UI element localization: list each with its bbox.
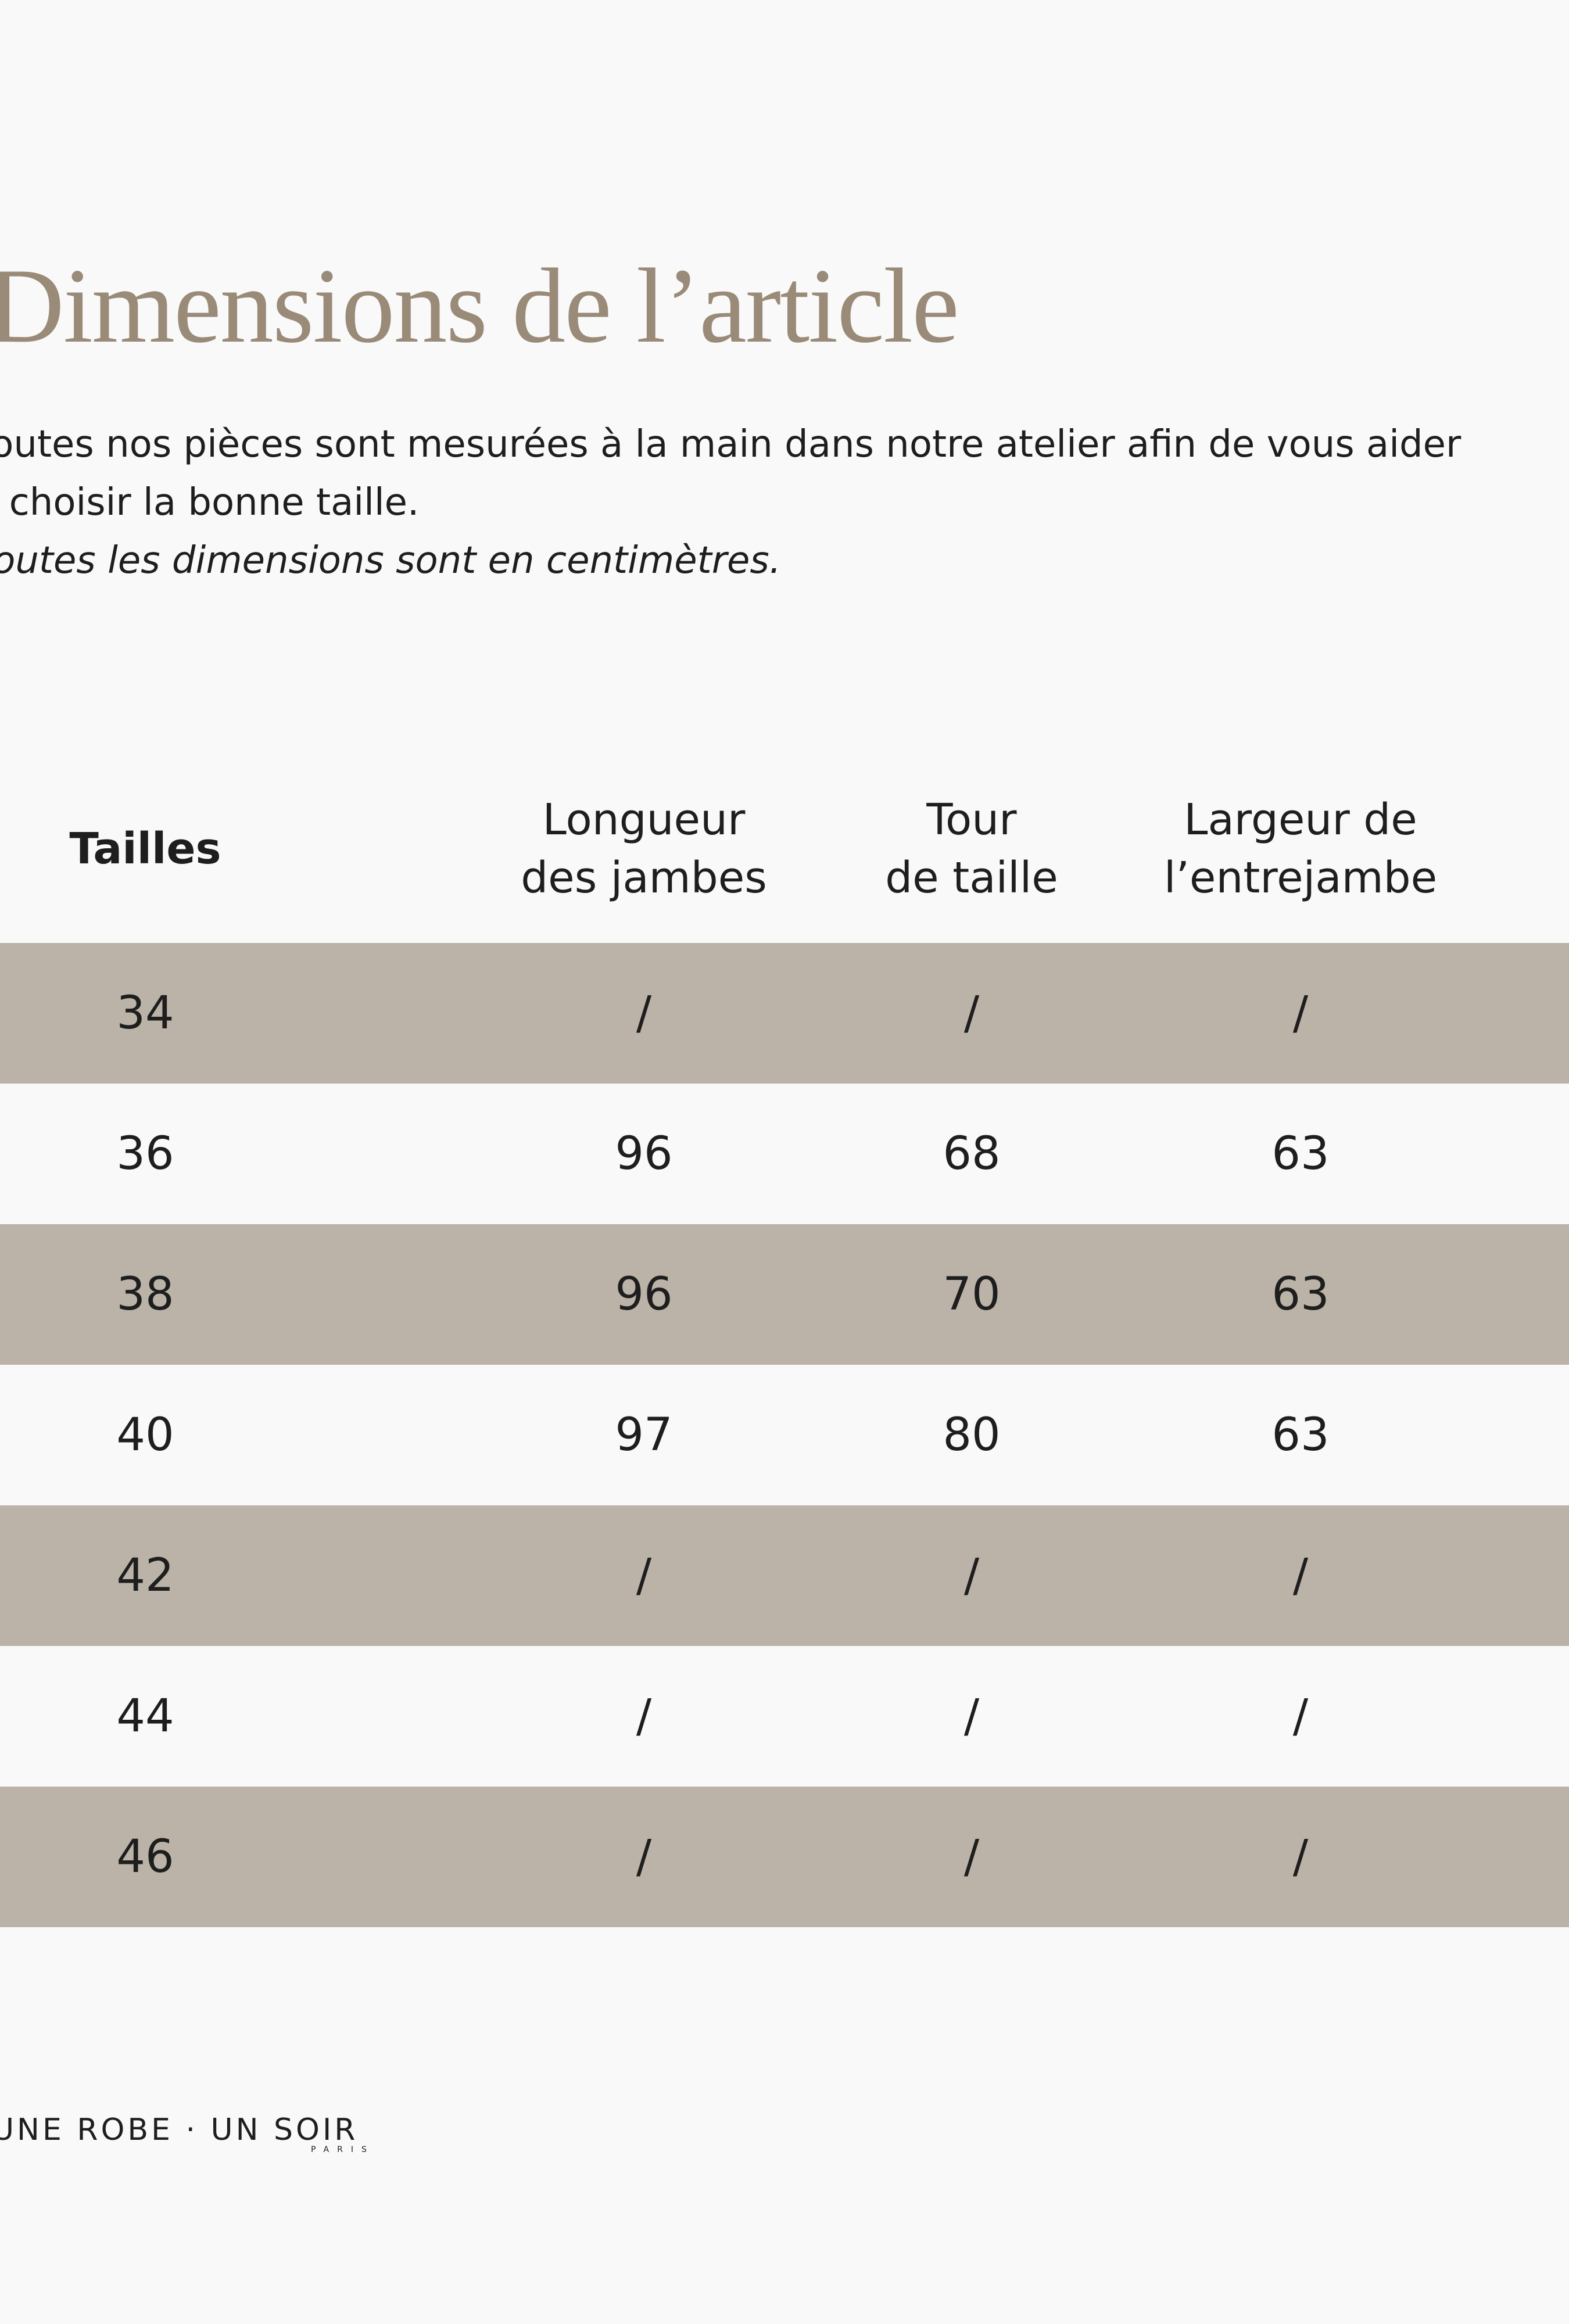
table-cell: 96 (615, 1128, 673, 1180)
table-cell: 63 (1271, 1128, 1330, 1180)
table-cell: / (963, 1831, 980, 1883)
column-header: Longueur des jambes (521, 795, 767, 903)
table-cell: 63 (1271, 1268, 1330, 1321)
table-cell: / (1292, 1690, 1309, 1742)
table-cell: / (636, 1831, 652, 1883)
table-row: 34 / / / (0, 943, 1569, 1084)
intro-note: Toutes les dimensions sont en centimètre… (0, 539, 782, 582)
table-cell: 40 (116, 1409, 174, 1461)
brand: UNE ROBE · UN SOIR (0, 2113, 359, 2147)
intro: Toutes nos pièces sont mesurées à la mai… (0, 415, 1461, 590)
table-cell: 34 (116, 987, 174, 1039)
table-cell: 44 (116, 1690, 174, 1742)
table-cell: / (1292, 1550, 1309, 1602)
table-row: 40 97 80 63 (0, 1365, 1569, 1505)
table-cell: 42 (116, 1550, 174, 1602)
table-cell: 96 (615, 1268, 673, 1321)
table-row: 36 96 68 63 (0, 1084, 1569, 1224)
table-cell: 46 (116, 1831, 174, 1883)
table-cell: / (1292, 987, 1309, 1039)
intro-line: Toutes nos pièces sont mesurées à la mai… (0, 423, 1461, 466)
brand-city: PARIS (311, 2145, 375, 2154)
table-cell: / (636, 1690, 652, 1742)
title: Dimensions de l’article (0, 246, 959, 365)
table-cell: 38 (116, 1268, 174, 1321)
table-cell: 80 (943, 1409, 1001, 1461)
table-cell: / (963, 1550, 980, 1602)
column-header: Largeur de l’entrejambe (1163, 795, 1438, 903)
table-row: 44 / / / (0, 1646, 1569, 1787)
table-cell: / (963, 1690, 980, 1742)
column-header: Tour de taille (885, 795, 1058, 903)
table-cell: / (636, 1550, 652, 1602)
table-cell: / (963, 987, 980, 1039)
column-header: Tailles (69, 824, 221, 874)
intro-line: à choisir la bonne taille. (0, 481, 420, 524)
table-cell: 68 (943, 1128, 1001, 1180)
table-row: 42 / / / (0, 1505, 1569, 1646)
table-cell: 70 (943, 1268, 1001, 1321)
table-cell: 63 (1271, 1409, 1330, 1461)
table-cell: / (1292, 1831, 1309, 1883)
table-row: 38 96 70 63 (0, 1224, 1569, 1365)
table-cell: 97 (615, 1409, 673, 1461)
table-cell: / (636, 987, 652, 1039)
table-row: 46 / / / (0, 1787, 1569, 1927)
table-cell: 36 (116, 1128, 174, 1180)
